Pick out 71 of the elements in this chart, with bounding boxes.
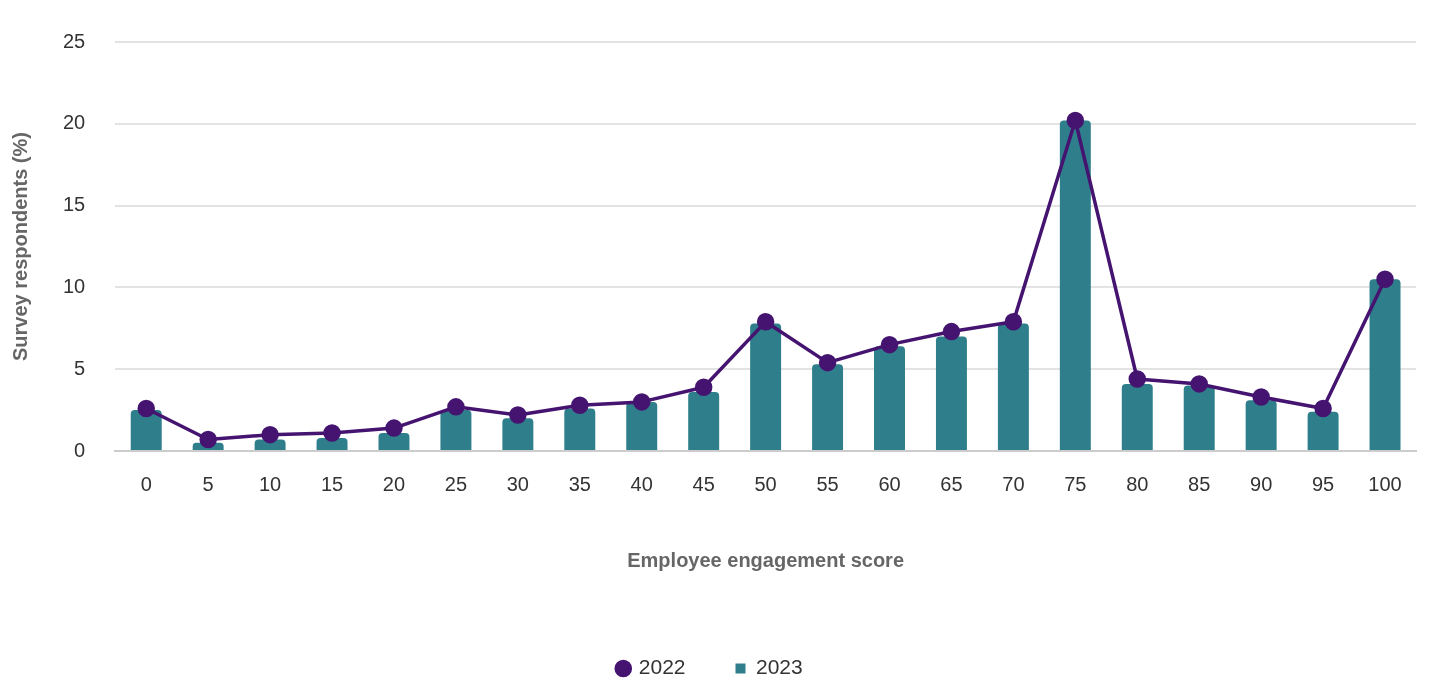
bar (1245, 400, 1277, 450)
legend-label: 2022 (638, 655, 686, 679)
x-tick-label: 5 (202, 472, 214, 495)
point (1252, 388, 1270, 406)
x-tick-label: 60 (878, 472, 901, 495)
bar (1121, 383, 1153, 450)
x-tick-label: 70 (1002, 472, 1025, 495)
x-tick-label: 65 (940, 472, 963, 495)
bar (130, 410, 162, 450)
bar (564, 408, 596, 450)
bar (935, 336, 967, 450)
x-tick-label: 95 (1311, 472, 1335, 495)
point (261, 425, 279, 444)
bar (997, 323, 1029, 450)
bar (1307, 411, 1339, 450)
x-tick-label: 40 (630, 472, 653, 495)
point (1376, 270, 1394, 288)
x-tick-label: 45 (692, 472, 715, 495)
point (199, 430, 217, 449)
bar (502, 418, 534, 450)
y-tick-label: 15 (63, 193, 86, 216)
point (694, 378, 713, 396)
bar (626, 401, 658, 450)
x-tick-label: 90 (1250, 472, 1273, 495)
point (880, 335, 899, 354)
point (632, 393, 651, 411)
point (571, 396, 589, 414)
point (509, 406, 527, 424)
point (447, 398, 465, 416)
x-tick-label: 35 (568, 472, 591, 495)
y-tick-label: 10 (63, 274, 86, 297)
x-tick-label: 15 (320, 472, 344, 495)
point (1128, 370, 1147, 388)
point (323, 424, 341, 442)
bar (1059, 120, 1091, 450)
y-tick-label: 5 (74, 356, 86, 379)
x-tick-label: 20 (382, 472, 406, 495)
y-tick-label: 25 (63, 29, 86, 52)
y-tick-label: 0 (74, 438, 86, 461)
legend-label: 2023 (756, 655, 803, 679)
x-axis-title: Employee engagement score (627, 548, 905, 571)
point (1066, 111, 1085, 130)
bar (750, 323, 782, 450)
x-tick-label: 75 (1064, 472, 1087, 495)
point (756, 313, 775, 331)
bar (440, 410, 472, 450)
bar (1183, 385, 1215, 450)
x-tick-label: 50 (754, 472, 777, 495)
bar (316, 437, 348, 450)
point (818, 353, 837, 372)
x-tick-label: 85 (1188, 472, 1211, 495)
bar (1369, 279, 1401, 450)
point (1314, 399, 1332, 418)
point (942, 322, 961, 341)
x-tick-label: 25 (444, 472, 468, 495)
bar (874, 346, 905, 450)
x-tick-label: 30 (506, 472, 529, 495)
bar (688, 392, 720, 450)
x-tick-label: 10 (258, 472, 282, 495)
point (137, 399, 155, 418)
point (1004, 313, 1023, 331)
bar (378, 433, 410, 450)
x-tick-label: 0 (140, 472, 152, 495)
point (1190, 375, 1208, 393)
bar (812, 364, 844, 450)
point (385, 419, 403, 437)
y-axis-title: Survey respondents (%) (8, 132, 31, 361)
y-tick-label: 20 (63, 111, 86, 134)
x-tick-label: 80 (1126, 472, 1149, 495)
x-tick-label: 55 (816, 472, 839, 495)
x-tick-label: 100 (1368, 472, 1402, 495)
